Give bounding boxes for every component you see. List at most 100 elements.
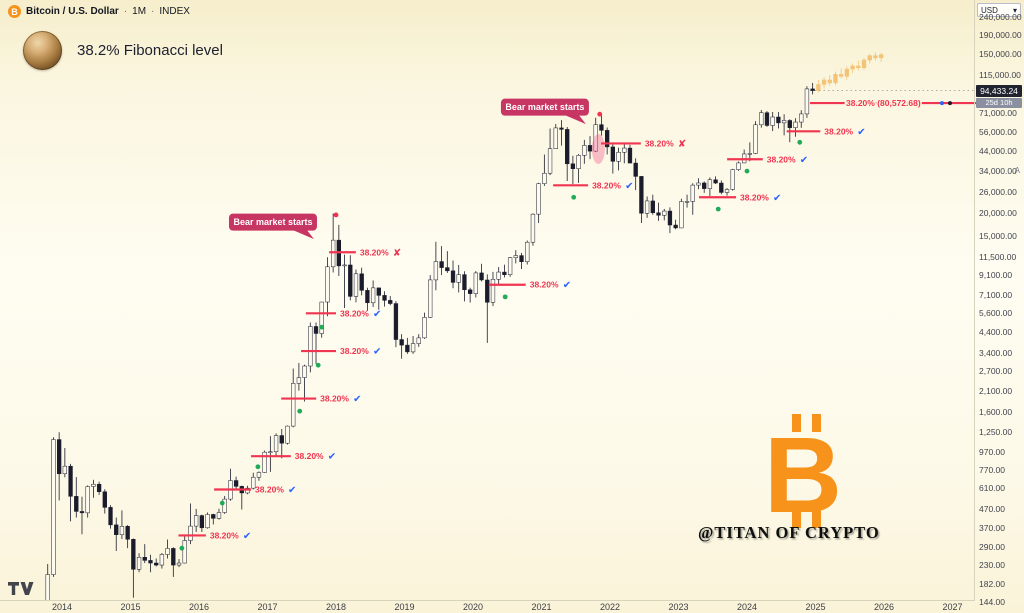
- price-axis-label: 240,000.00: [979, 12, 1022, 22]
- price-axis-label: 20,000.00: [979, 207, 1017, 218]
- symbol-title: Bitcoin / U.S. Dollar: [26, 6, 119, 17]
- price-axis-label: 5,600.00: [979, 308, 1013, 319]
- year-label: 2020: [462, 602, 484, 612]
- bear-market-badge: [500, 98, 589, 116]
- svg-text:✔: ✔: [625, 181, 633, 192]
- svg-text:✘: ✘: [678, 139, 686, 150]
- bitcoin-icon: B: [8, 5, 21, 18]
- year-label: 2014: [51, 602, 73, 612]
- year-label: 2022: [599, 602, 621, 612]
- svg-text:38.20%: 38.20%: [295, 451, 324, 461]
- svg-text:✔: ✔: [373, 309, 381, 320]
- avatar: [23, 31, 62, 70]
- last-price-badge: 94,433.24: [976, 84, 1022, 97]
- green-dot: [315, 362, 321, 368]
- watermark-handle: @TITAN OF CRYPTO: [698, 523, 880, 542]
- svg-text:✔: ✔: [800, 155, 808, 166]
- green-dot: [319, 324, 325, 330]
- price-axis-label: 115,000.00: [979, 70, 1021, 80]
- price-axis-label: 11,500.00: [979, 251, 1017, 262]
- year-label: 2018: [325, 602, 347, 612]
- candles: [41, 82, 815, 601]
- year-label: 2015: [120, 602, 141, 612]
- svg-text:✔: ✔: [373, 347, 381, 358]
- svg-text:38.20%: 38.20%: [592, 180, 621, 190]
- price-axis-label: 370.00: [979, 522, 1005, 533]
- highlight-ellipse: [591, 134, 605, 165]
- green-dot: [297, 408, 303, 414]
- year-label: 2025: [805, 602, 826, 612]
- svg-text:Bear market starts: Bear market starts: [233, 217, 312, 227]
- interval-label: 1M: [132, 6, 147, 17]
- year-label: 2026: [873, 602, 895, 612]
- price-axis-label: 770.00: [979, 464, 1005, 475]
- green-dot: [715, 206, 721, 212]
- red-dot: [597, 111, 603, 117]
- svg-text:38.20%: 38.20%: [210, 530, 239, 540]
- svg-text:38.20%: 38.20%: [740, 192, 769, 202]
- year-label: 2016: [188, 602, 210, 612]
- price-axis-label: 290.00: [979, 541, 1005, 552]
- price-axis-label: 26,000.00: [979, 187, 1017, 198]
- green-dot: [744, 168, 750, 174]
- price-axis-label: 230.00: [979, 560, 1005, 571]
- year-label: 2017: [257, 602, 278, 612]
- symbol-legend[interactable]: B Bitcoin / U.S. Dollar · 1M · INDEX: [8, 5, 190, 18]
- price-axis-label: 144.00: [979, 597, 1005, 607]
- chevron-down-icon: ▾: [1012, 5, 1017, 15]
- bitcoin-symbol-watermark: B: [752, 408, 864, 541]
- svg-text:✔: ✔: [288, 485, 296, 496]
- annotations: Bear market starts Bear market starts: [228, 98, 589, 240]
- price-axis-label: 970.00: [979, 446, 1005, 457]
- time-scale[interactable]: 2014 2015 2016 2017 2018 2019 2020 2021 2022 2023…: [0, 600, 975, 613]
- exchange-label: INDEX: [159, 6, 190, 17]
- green-dot: [571, 194, 577, 200]
- projected-candles: [816, 52, 884, 93]
- svg-text:38.20%: 38.20%: [340, 308, 369, 318]
- signal-dots: [179, 111, 803, 551]
- price-axis-label: 1,250.00: [979, 426, 1013, 437]
- price-axis-label: 71,000.00: [979, 108, 1017, 119]
- green-dot: [179, 545, 185, 551]
- green-dot: [797, 139, 803, 145]
- price-axis-label: 470.00: [979, 503, 1005, 514]
- price-axis-label: 1,600.00: [979, 407, 1013, 418]
- svg-text:38.20% (80,572.68): 38.20% (80,572.68): [846, 98, 921, 108]
- svg-text:✘: ✘: [393, 248, 401, 259]
- year-label: 2027: [942, 602, 963, 612]
- svg-text:B: B: [764, 414, 842, 535]
- green-dot: [502, 294, 508, 300]
- price-axis-label: 56,000.00: [979, 126, 1017, 137]
- bar-countdown-badge: 25d 10h: [976, 97, 1022, 108]
- svg-text:✔: ✔: [328, 452, 336, 463]
- price-axis-label: 7,100.00: [979, 289, 1013, 300]
- price-axis-label: 34,000.00: [979, 166, 1017, 177]
- svg-text:✔: ✔: [857, 127, 865, 138]
- green-dot: [219, 500, 225, 506]
- svg-text:38.20%: 38.20%: [645, 138, 674, 148]
- tradingview-logo[interactable]: [8, 582, 34, 601]
- price-scale[interactable]: USD ▾ 94,433.24 25d 10h A 240,000.00 190,…: [974, 0, 1024, 607]
- svg-text:38.20%: 38.20%: [824, 126, 853, 136]
- legend-separator: ·: [123, 6, 128, 17]
- auto-scale-label[interactable]: A: [1014, 166, 1020, 175]
- price-axis-label: 150,000.00: [979, 49, 1022, 60]
- year-label: 2019: [394, 602, 415, 612]
- study-legend: 38.2% Fibonacci level: [23, 31, 223, 70]
- svg-text:✔: ✔: [353, 394, 361, 405]
- svg-text:Bear market starts: Bear market starts: [505, 102, 584, 112]
- svg-text:38.20%: 38.20%: [767, 154, 796, 164]
- svg-text:✔: ✔: [243, 531, 251, 542]
- price-axis-label: 44,000.00: [979, 145, 1017, 156]
- year-label: 2024: [736, 602, 758, 612]
- bear-market-badge: [228, 213, 317, 231]
- price-axis-label: 190,000.00: [979, 30, 1022, 41]
- price-axis-label: 4,400.00: [979, 327, 1013, 338]
- year-label: 2021: [531, 602, 552, 612]
- year-label: 2023: [668, 602, 689, 612]
- currency-selector[interactable]: USD ▾: [977, 3, 1021, 17]
- legend-separator: ·: [151, 6, 155, 17]
- price-axis-label: 2,100.00: [979, 385, 1013, 396]
